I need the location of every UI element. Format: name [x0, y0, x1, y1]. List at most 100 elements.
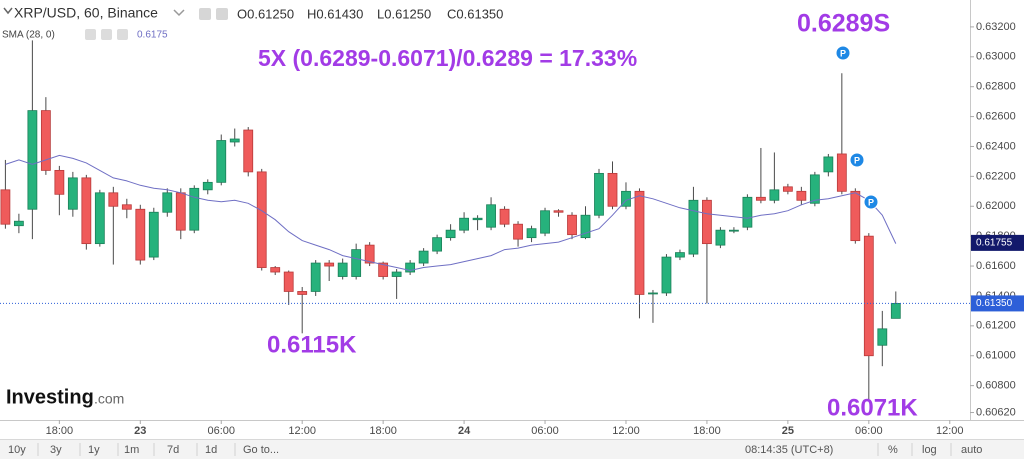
candle-body	[0, 189, 11, 225]
candle-body	[594, 172, 604, 216]
candle-body	[877, 328, 888, 346]
candle-body	[459, 217, 469, 231]
x-tick-label: 12:00	[612, 425, 640, 437]
x-tick-label: 12:00	[288, 425, 316, 437]
candle-body	[823, 156, 834, 173]
candle-body	[675, 252, 685, 258]
candle-body	[567, 214, 577, 236]
open-value: O0.61250	[237, 6, 294, 21]
range-button[interactable]: 10y	[8, 444, 26, 456]
candle-body	[890, 303, 901, 319]
sma-price-label: 0.61755	[976, 238, 1013, 249]
candle-body	[297, 291, 308, 295]
x-tick-label: 18:00	[46, 425, 74, 437]
candle-body	[648, 292, 658, 295]
candle-body	[418, 250, 429, 264]
plot-area	[0, 40, 970, 400]
candle-body	[202, 181, 213, 191]
candle-body	[607, 172, 618, 207]
logo-brand: Investing	[6, 386, 94, 408]
candle-body	[13, 220, 24, 227]
candle-body	[715, 229, 726, 246]
candle-body	[40, 110, 51, 171]
x-tick-label: 23	[134, 425, 146, 437]
y-tick-label: 0.63200	[976, 21, 1016, 33]
indicator-value: 0.6175	[137, 30, 168, 41]
candle-body	[391, 271, 402, 277]
x-tick-label: 06:00	[207, 425, 235, 437]
range-button[interactable]: 1y	[88, 444, 100, 456]
symbol: XRP/USD, 60, Binance	[14, 5, 158, 21]
candle-body	[769, 189, 780, 201]
range-button[interactable]: 3y	[50, 444, 62, 456]
x-tick-label: 06:00	[531, 425, 559, 437]
candle-body	[796, 190, 807, 201]
indicator-remove[interactable]	[117, 29, 128, 40]
indicator-name: SMA (28, 0)	[2, 30, 55, 41]
candle-body	[283, 271, 294, 292]
candle-body	[836, 153, 847, 192]
sma-price-badge	[971, 234, 1024, 251]
y-tick-label: 0.61600	[976, 260, 1016, 272]
eye-icon[interactable]	[199, 8, 211, 20]
low-value: L0.61250	[377, 6, 431, 21]
y-tick-label: 0.60800	[976, 380, 1016, 392]
candle-body	[364, 244, 375, 264]
pin-marker[interactable]	[849, 152, 865, 168]
pin-marker[interactable]	[863, 194, 879, 210]
clock: 08:14:35 (UTC+8)	[745, 444, 833, 456]
indicator-eye[interactable]	[85, 29, 96, 40]
goto-button[interactable]: Go to...	[243, 444, 279, 456]
indicator-settings[interactable]	[101, 29, 112, 40]
candle-body	[54, 169, 65, 195]
range-button[interactable]: 7d	[167, 444, 179, 456]
symbol-dropdown[interactable]	[173, 9, 185, 17]
last-price-label: 0.61350	[976, 298, 1013, 309]
candle-body	[688, 199, 699, 255]
pin-label: P	[854, 155, 860, 165]
candle-body	[175, 192, 186, 231]
candle-body	[351, 249, 362, 277]
candle-body	[162, 192, 173, 213]
settings-icon[interactable]	[216, 8, 228, 20]
candle-body	[27, 110, 38, 210]
last-price-badge	[971, 295, 1024, 312]
annotation-formula: 5X (0.6289-0.6071)/0.6289 = 17.33%	[258, 45, 637, 71]
candle-body	[256, 171, 267, 268]
candle-body	[310, 262, 321, 292]
annotation-high: 0.6289S	[797, 10, 890, 38]
candle-body	[229, 138, 240, 143]
y-tick-label: 0.61000	[976, 350, 1016, 362]
candle-body	[108, 192, 119, 207]
candle-body	[742, 196, 753, 228]
close-value: C0.61350	[447, 6, 503, 21]
range-button[interactable]: 1d	[205, 444, 217, 456]
pin-label: P	[840, 48, 846, 58]
candle-body	[378, 262, 389, 277]
annotation-low: 0.6071K	[827, 394, 918, 421]
candle-body	[189, 187, 200, 231]
candle-body	[135, 208, 146, 261]
y-tick-label: 0.62400	[976, 140, 1016, 152]
collapse-icon[interactable]	[3, 7, 13, 15]
candle-body	[580, 214, 591, 239]
scale-option[interactable]: auto	[961, 444, 982, 456]
y-tick-label: 0.62800	[976, 81, 1016, 93]
candle-body	[782, 186, 793, 192]
x-tick-label: 18:00	[693, 425, 721, 437]
candle-body	[729, 229, 739, 232]
candle-body	[121, 204, 132, 210]
candle-body	[499, 208, 510, 225]
y-tick-label: 0.63000	[976, 51, 1016, 63]
logo-suffix: .com	[94, 391, 124, 407]
y-tick-label: 0.62000	[976, 200, 1016, 212]
pin-marker[interactable]	[835, 45, 851, 61]
candle-body	[661, 256, 672, 294]
range-button[interactable]: 1m	[124, 444, 139, 456]
scale-option[interactable]: log	[922, 444, 937, 456]
candle-body	[850, 190, 861, 242]
candle-body	[324, 262, 335, 267]
scale-option[interactable]: %	[888, 444, 898, 456]
y-tick-label: 0.60620	[976, 406, 1016, 418]
